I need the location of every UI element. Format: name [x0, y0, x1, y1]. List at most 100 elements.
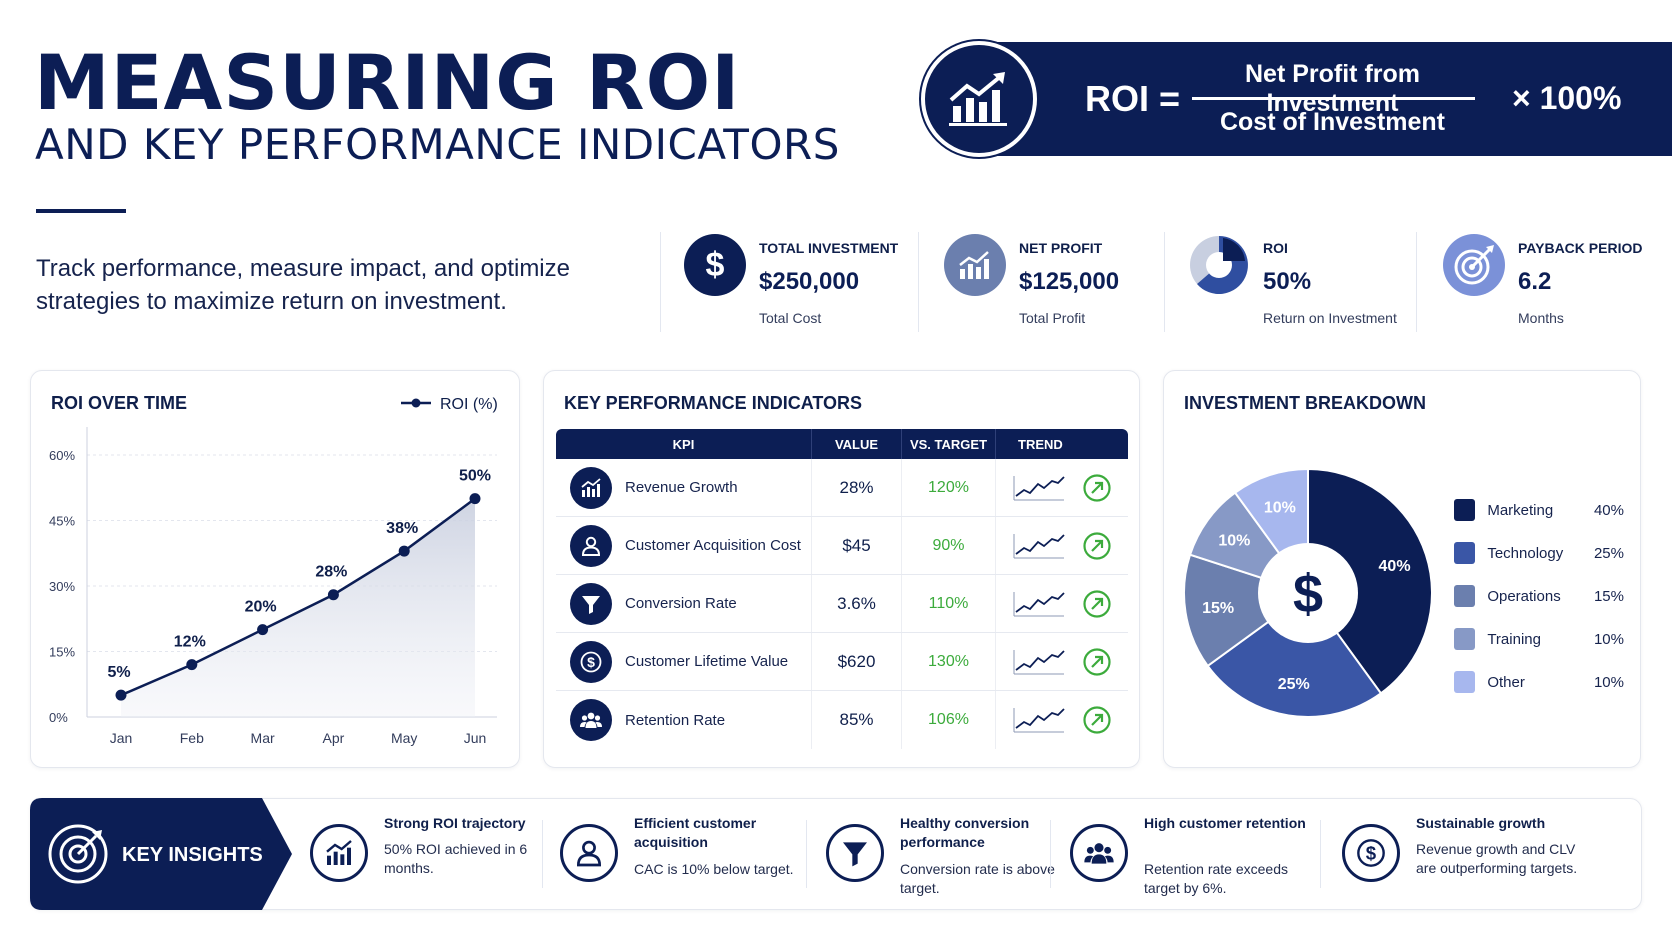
kpi-row: Conversion Rate 3.6% 110% [556, 575, 1128, 633]
legend-label: Technology [1487, 544, 1564, 562]
roi-data-point [257, 624, 269, 636]
kpi-cell: Customer Acquisition Cost [556, 517, 812, 574]
bar-chart-icon [570, 466, 612, 509]
kpi-name: Revenue Growth [625, 479, 738, 496]
user-icon [560, 824, 618, 882]
users-icon [570, 699, 612, 741]
pie-slice-label: 40% [1379, 558, 1411, 575]
pie-slice-marketing [1307, 467, 1433, 695]
pie-slice-technology [1206, 591, 1383, 718]
roi-series-line [120, 497, 476, 697]
formula-numerator: Net Profit from Investment [1245, 60, 1420, 117]
sparkline-icon [1013, 708, 1065, 733]
formula-fraction-line [1192, 97, 1475, 100]
dollar-icon: $ [684, 234, 746, 296]
bar-chart-icon [944, 234, 1006, 296]
roi-data-label: 28% [315, 564, 347, 581]
roi-data-point [469, 493, 481, 505]
kpi-trend [996, 691, 1128, 749]
kpi-row: Customer Acquisition Cost $45 90% [556, 517, 1128, 575]
pie-center-dollar-icon: $ [1293, 564, 1323, 624]
kpi-table-header: KPI VALUE VS. TARGET TREND [556, 429, 1128, 459]
metric-value: 6.2 [1518, 268, 1552, 295]
target-icon [1443, 234, 1505, 296]
kpi-value: 28% [812, 459, 902, 516]
insights-badge-label: KEY INSIGHTS [122, 844, 263, 866]
funnel-icon [826, 824, 884, 882]
kpi-name: Conversion Rate [625, 595, 737, 612]
metric-divider [660, 232, 661, 332]
kpi-trend [996, 459, 1128, 516]
trend-up-icon [1083, 473, 1111, 502]
target-icon [48, 824, 108, 884]
col-header-kpi: KPI [556, 429, 812, 459]
roi-data-label: 38% [386, 520, 418, 537]
kpi-row: Revenue Growth 28% 120% [556, 459, 1128, 517]
metric-label: TOTAL INVESTMENT [759, 240, 899, 256]
legend-label: Other [1487, 673, 1525, 691]
insight-item: Strong ROI trajectory 50% ROI achieved i… [310, 808, 560, 900]
insight-title: Healthy conversion performance [900, 815, 1030, 850]
y-tick-label: 15% [49, 645, 75, 660]
insight-title: Sustainable growth [1416, 815, 1546, 831]
legend-swatch [1454, 499, 1476, 521]
col-header-target: VS. TARGET [902, 429, 996, 459]
page-title: MEASURING ROI [34, 38, 741, 127]
funnel-icon [570, 582, 612, 625]
insight-title: Strong ROI trajectory [384, 815, 526, 831]
formula-denominator: Cost of Investment [1219, 108, 1446, 136]
pie-slice-label: 10% [1264, 499, 1296, 516]
legend-swatch [1454, 628, 1476, 650]
metric-divider [1416, 232, 1417, 332]
legend-swatch [1454, 671, 1476, 693]
sparkline-icon [1013, 475, 1065, 500]
insight-body: CAC is 10% below target. [634, 861, 794, 877]
roi-data-point [115, 689, 127, 701]
kpi-vs-target: 106% [902, 691, 996, 749]
insight-item: $ Sustainable growth Revenue growth and … [1342, 808, 1592, 900]
insight-title: High customer retention [1144, 815, 1306, 831]
metric-label: PAYBACK PERIOD [1518, 240, 1643, 256]
formula-icon-circle [921, 41, 1037, 157]
insight-body: Retention rate exceeds target by 6%. [1144, 861, 1288, 896]
metric-roi: ROI 50% Return on Investment [1188, 228, 1408, 332]
legend-dot-marker [411, 398, 421, 408]
insight-body: Conversion rate is above target. [900, 861, 1055, 896]
y-tick-label: 0% [49, 710, 68, 725]
growth-chart-icon [949, 72, 1007, 126]
user-icon [570, 524, 612, 567]
pie-slice-label: 10% [1218, 533, 1250, 550]
pie-center [1258, 543, 1358, 643]
formula-multiplier: × 100% [1512, 80, 1622, 116]
y-tick-label: 30% [49, 579, 75, 594]
metric-value: $125,000 [1019, 268, 1120, 295]
sparkline-icon [1013, 533, 1065, 558]
legend-item: Training 10% [1454, 626, 1624, 652]
pie-chart-icon [1188, 234, 1250, 296]
roi-data-point [327, 589, 339, 601]
x-tick-label: Jun [464, 730, 487, 746]
roi-data-point [186, 659, 198, 671]
kpi-name: Customer Acquisition Cost [625, 537, 801, 554]
col-header-trend: TREND [1018, 436, 1063, 452]
roi-data-label: 20% [245, 599, 277, 616]
metric-value: 50% [1263, 268, 1312, 295]
insight-item: Efficient customer acquisition CAC is 10… [560, 808, 810, 900]
metric-sub: Return on Investment [1263, 310, 1397, 326]
trend-up-icon [1083, 706, 1111, 734]
dollar-icon: $ [570, 640, 612, 683]
kpi-value: $45 [812, 517, 902, 574]
title-divider [36, 209, 126, 213]
roi-data-point [398, 545, 410, 557]
metric-divider [918, 232, 919, 332]
sparkline-icon [1013, 591, 1065, 616]
card-title: ROI OVER TIME [51, 393, 188, 413]
formula-lhs: ROI = [1085, 78, 1181, 119]
trend-up-icon [1083, 647, 1111, 676]
svg-text:$: $ [1366, 843, 1377, 864]
metric-sub: Total Cost [759, 310, 822, 326]
x-tick-label: Feb [180, 730, 204, 746]
legend-item: Marketing 40% [1454, 497, 1624, 523]
roi-data-label: 5% [107, 664, 130, 681]
dollar-icon: $ [1342, 824, 1400, 882]
